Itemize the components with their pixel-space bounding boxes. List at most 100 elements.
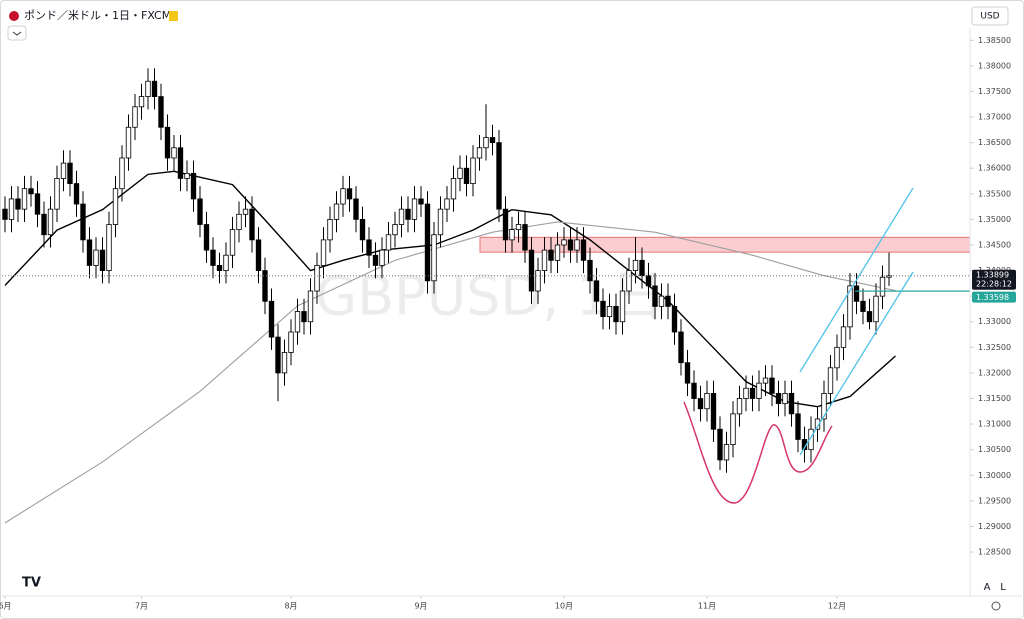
candle-body [749, 387, 756, 399]
candle-body [294, 311, 301, 333]
symbol-title[interactable]: ポンド／米ドル・1日・FXCM [24, 9, 171, 22]
candle-body [567, 239, 574, 251]
candle-body [886, 275, 892, 278]
moving-average [4, 221, 896, 524]
x-tick-label: 12月 [828, 602, 846, 611]
y-tick-label: 1.36000 [978, 164, 1011, 173]
y-tick-label: 1.36500 [978, 138, 1011, 147]
candle-body [229, 229, 236, 256]
watermark: GBPUSD, 1日 [315, 265, 665, 328]
x-tick-label: 9月 [414, 602, 427, 611]
candle-body [177, 147, 184, 179]
candle-body [496, 142, 502, 210]
candle-body [704, 392, 710, 410]
candle-body [405, 208, 411, 220]
y-tick-label: 1.32000 [978, 368, 1011, 377]
candle-body [528, 249, 535, 292]
candle-body [119, 157, 125, 190]
candle-body [99, 249, 106, 271]
candle-body [782, 392, 788, 405]
logo[interactable]: TV [22, 576, 41, 591]
candle-body [834, 346, 840, 369]
candle-body [762, 377, 769, 384]
candle-body [216, 265, 223, 271]
candle-body [678, 331, 684, 364]
y-tick-label: 1.38500 [978, 36, 1011, 45]
candle-body [151, 80, 158, 97]
candle-body [34, 193, 41, 215]
candle-body [723, 444, 730, 461]
candle-body [138, 96, 145, 108]
currency-button[interactable] [971, 6, 1009, 26]
candle-body [145, 80, 151, 97]
candle-body [489, 137, 496, 144]
x-tick-label: 8月 [284, 602, 297, 611]
candle-body [418, 198, 424, 205]
candle-body [15, 198, 21, 210]
y-tick-label: 1.35000 [978, 215, 1011, 224]
settings-button[interactable] [991, 601, 1001, 611]
x-tick-label: 6月 [0, 602, 12, 611]
candle-body [392, 224, 398, 236]
candle-body [398, 208, 405, 225]
pattern-curve[interactable] [683, 401, 833, 504]
channel-upper[interactable] [799, 187, 914, 373]
candle-body [184, 172, 190, 179]
candle-body [847, 285, 853, 328]
candle-body [580, 239, 587, 261]
candle-body [327, 218, 333, 241]
auto-button[interactable]: A [984, 582, 991, 593]
candle-body [67, 162, 73, 184]
candle-body [431, 234, 437, 282]
symbol-icon [9, 11, 19, 21]
candle-body [873, 295, 879, 323]
candle-body [821, 392, 827, 420]
channel-lower[interactable] [799, 271, 914, 456]
candle-body [710, 392, 717, 430]
candle-body [307, 290, 314, 323]
candle-body [613, 305, 619, 323]
candle-body [671, 305, 678, 333]
candle-body [255, 239, 262, 271]
candle-body [262, 270, 268, 302]
candle-body [210, 249, 216, 266]
candle-body [385, 234, 392, 251]
x-tick-label: 7月 [135, 602, 148, 611]
candle-body [515, 224, 522, 231]
collapse-button[interactable] [7, 25, 27, 41]
y-tick-label: 1.31000 [978, 420, 1011, 429]
candle-body [60, 162, 67, 179]
y-tick-label: 1.37000 [978, 113, 1011, 122]
flag-icon[interactable] [169, 11, 178, 21]
candle-body [606, 305, 613, 318]
candle-body [275, 336, 281, 374]
candle-body [619, 290, 626, 323]
candle-body [665, 295, 671, 307]
candle-body [8, 198, 15, 220]
candle-body [457, 167, 463, 179]
candle-body [743, 387, 749, 399]
candle-body [554, 244, 561, 261]
y-tick-label: 1.34500 [978, 240, 1011, 249]
candle-body [346, 188, 353, 200]
candle-body [236, 213, 242, 231]
candle-body [658, 295, 665, 307]
candle-body [476, 147, 483, 159]
candle-body [301, 311, 307, 323]
x-tick-label: 10月 [555, 602, 573, 611]
candle-body [470, 157, 476, 184]
candle-body [288, 331, 294, 353]
candle-body [197, 198, 203, 225]
y-tick-label: 1.30000 [978, 471, 1011, 480]
chevron [12, 31, 22, 36]
candle-body [736, 398, 743, 415]
log-button[interactable]: L [1000, 582, 1006, 593]
candle-body [333, 203, 340, 220]
candle-body [444, 198, 450, 210]
candle-body [587, 259, 593, 282]
candle-body [190, 172, 197, 200]
last-price-box [972, 269, 1016, 290]
candle-body [632, 259, 639, 271]
candle-body [268, 300, 275, 338]
candle-body [502, 208, 509, 241]
